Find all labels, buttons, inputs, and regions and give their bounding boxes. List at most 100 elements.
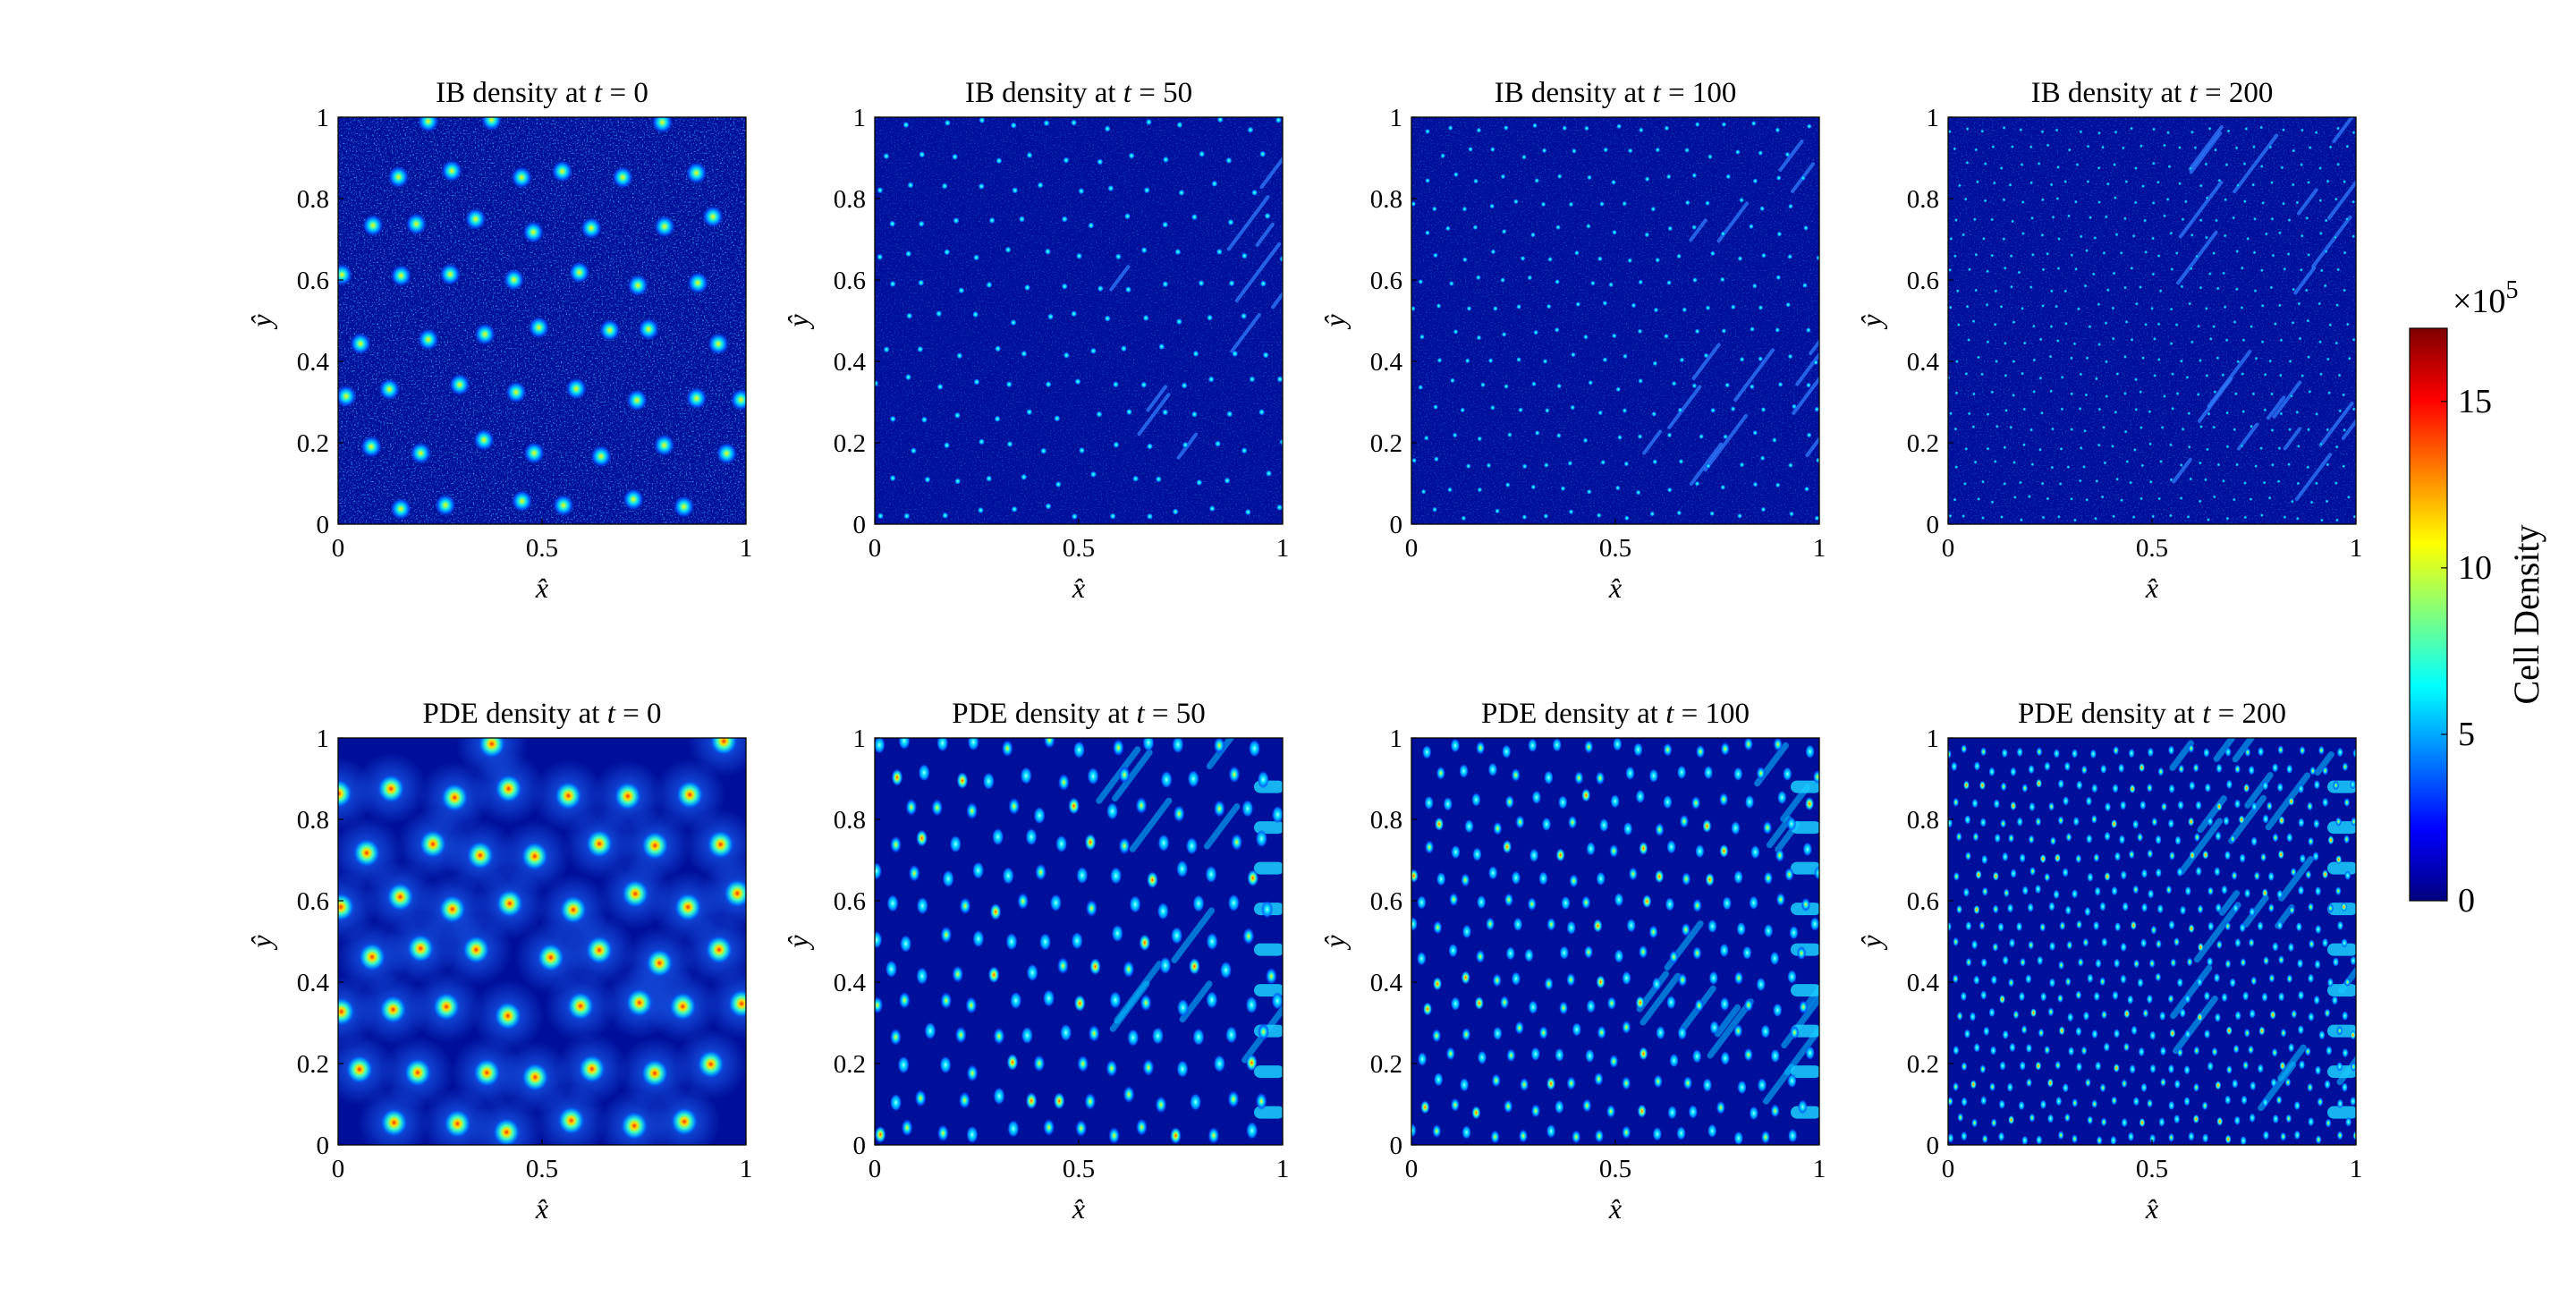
density-spot [2174,251,2179,255]
density-spot [1666,840,1676,854]
density-spot [1610,794,1620,809]
density-spot [1608,282,1614,288]
density-spot [2249,1113,2256,1123]
density-spot [953,217,960,225]
density-spot [2304,288,2309,292]
density-spot [1695,843,1705,859]
density-spot [2168,1100,2175,1111]
y-tick-label: 0 [1390,511,1403,539]
density-spot [730,388,746,411]
density-streak [1109,980,1150,1032]
density-spot [2232,1079,2239,1089]
density-spot [441,159,462,182]
density-spot [1006,440,1013,448]
density-spot [889,220,896,227]
density-spot [2104,321,2108,326]
heatmap-field [1948,738,2356,1145]
density-spot [2114,233,2119,237]
density-spot [2296,481,2301,486]
density-spot [2307,252,2310,257]
x-tick-label: 0.5 [1599,534,1631,563]
y-tick-label: 0.6 [1370,887,1402,916]
density-spot [1175,318,1182,326]
y-tick-label: 1 [317,104,330,132]
x-axis-label: x̂ [535,572,548,604]
density-spot [2212,495,2216,499]
density-spot [2054,852,2061,863]
density-spot [1993,322,1997,326]
density-spot [1575,301,1581,308]
density-spot [1707,1123,1717,1139]
density-spot [1477,487,1483,493]
y-tick-label: 1 [1390,725,1403,753]
density-spot [2342,1047,2349,1058]
density-spot [2238,815,2245,825]
density-spot [1970,1012,1977,1021]
density-spot [2326,357,2330,361]
density-spot [2122,146,2125,150]
y-tick-label: 0.4 [297,348,330,377]
density-spot [2120,801,2127,810]
x-tick-label: 0 [869,534,882,563]
density-spot [1974,252,1979,257]
density-spot [2029,428,2033,432]
density-spot [1033,806,1046,825]
density-spot [2214,867,2221,877]
density-spot [1599,818,1609,833]
density-spot [1639,127,1644,133]
density-spot [1176,121,1183,129]
density-spot [1495,508,1500,514]
density-spot [1106,1059,1118,1078]
density-spot [1002,867,1014,885]
density-spot [2317,1097,2324,1107]
density-spot [1999,166,2004,170]
density-spot [1566,972,1576,987]
density-spot [1692,1049,1702,1064]
density-spot [1507,432,1513,437]
multiplier-base: ×10 [2453,283,2505,320]
density-spot [403,1057,432,1088]
density-spot [1521,463,1528,470]
density-spot [2179,905,2187,915]
density-spot [2273,322,2277,326]
density-spot [2167,994,2174,1004]
density-spot [2336,126,2340,131]
density-spot [2224,959,2232,969]
density-spot [2063,289,2068,293]
density-spot [1719,276,1725,283]
density-spot [2204,783,2211,793]
density-streak [1689,218,1707,242]
density-spot [2266,801,2273,811]
density-spot [1433,404,1438,410]
density-spot [1247,126,1254,133]
density-spot [2009,1042,2016,1053]
density-spot [1541,148,1547,154]
y-tick-label: 0 [1927,1132,1940,1160]
density-spot [2212,425,2216,429]
density-spot [2037,161,2041,165]
y-tick-label: 0.4 [1907,969,1940,997]
density-spot [1279,255,1283,263]
density-spot [2103,461,2107,465]
density-spot [2261,992,2268,1003]
density-spot [1434,1072,1444,1087]
density-spot [1973,975,1980,985]
density-spot [2260,852,2267,862]
density-spot [1251,189,1258,196]
density-spot [2334,817,2343,827]
y-tick-label: 0.8 [1370,185,1402,214]
density-spot [2272,833,2279,843]
density-spot [2188,923,2195,934]
density-spot [2148,958,2156,969]
density-spot [1188,957,1200,976]
density-spot [2141,356,2145,360]
heatmap-noise [1411,117,1819,524]
density-spot [901,1119,913,1137]
density-spot [1026,963,1038,982]
density-spot [528,316,550,339]
density-spot [2057,815,2064,826]
density-spot [1191,411,1198,418]
density-spot [1735,149,1741,155]
density-spot [1572,1130,1581,1144]
panel-title: IB density at t = 0 [436,77,648,109]
